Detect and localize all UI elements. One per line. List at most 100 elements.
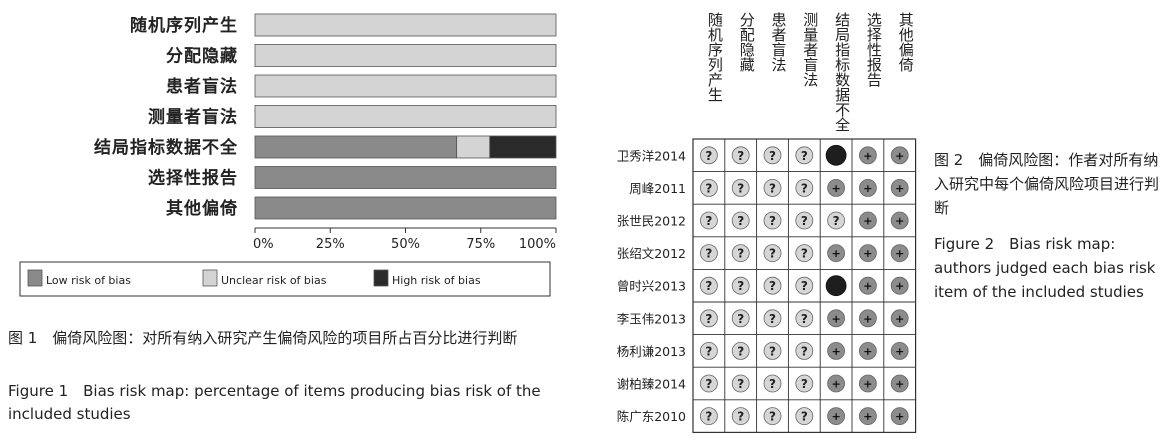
risk-marker-symbol: ?: [705, 410, 712, 424]
risk-marker-circle: [795, 407, 814, 426]
risk-marker-symbol: ?: [705, 149, 712, 163]
risk-marker-symbol: +: [863, 149, 872, 162]
study-label: 张世民2012: [617, 214, 686, 229]
risk-marker-symbol: +: [863, 312, 872, 325]
risk-marker-symbol: +: [863, 215, 872, 228]
risk-marker-circle: [700, 374, 718, 393]
risk-marker-symbol: +: [895, 215, 904, 228]
figure1-caption-english: Figure 1 Bias risk map: percentage of it…: [8, 382, 541, 423]
category-label: 随机序列产生: [130, 15, 238, 36]
column-header: 患者盲法: [770, 12, 788, 72]
risk-marker-circle: [763, 309, 782, 328]
risk-marker-circle: [731, 374, 750, 393]
legend-swatch: [202, 269, 218, 287]
risk-marker-circle: [890, 309, 909, 328]
risk-marker-symbol: +: [895, 345, 904, 358]
risk-marker-circle: [731, 276, 750, 295]
risk-marker-symbol: +: [895, 410, 904, 423]
column-header: 其他偏倚: [897, 12, 915, 72]
figure2-risk-table: 随机序列产生 分配隐藏 患者盲法 测量者盲法 结局指标数据不全 选择性报告 其他偏倚卫秀洋2…: [617, 12, 917, 433]
risk-marker-circle: [700, 211, 718, 230]
risk-marker-circle: [890, 276, 909, 295]
column-header: 分配隐藏: [738, 12, 756, 73]
risk-marker-symbol: +: [863, 247, 872, 260]
figure1-legend: Low risk of bias Unclear risk of bias High…: [19, 261, 551, 297]
risk-marker-circle: [827, 309, 845, 328]
risk-marker-symbol: ?: [769, 344, 776, 358]
risk-marker-symbol: +: [831, 378, 840, 391]
bar-segment: [254, 74, 557, 98]
risk-marker-circle: [700, 309, 718, 328]
risk-marker-symbol: +: [831, 182, 840, 195]
category-label: 分配隐藏: [166, 46, 238, 67]
risk-marker-circle: [890, 178, 909, 197]
risk-marker-symbol: ?: [769, 377, 776, 391]
risk-marker-circle: [859, 178, 877, 197]
risk-marker-circle: [731, 244, 750, 263]
bar-segment: [254, 44, 557, 67]
risk-marker-symbol: ?: [737, 181, 744, 195]
column-header: 随机序列产生: [706, 12, 724, 102]
risk-marker-circle: [795, 244, 814, 263]
risk-marker-circle: [700, 276, 718, 295]
risk-marker-circle: [795, 211, 814, 230]
risk-marker-circle: [795, 276, 814, 295]
risk-marker-circle: [859, 146, 877, 165]
x-tick-label: 25%: [316, 237, 345, 252]
risk-marker-circle: [859, 276, 877, 295]
legend-label: Low risk of bias: [46, 274, 131, 287]
risk-marker-symbol: ?: [833, 214, 840, 228]
risk-marker-symbol: +: [895, 247, 904, 260]
risk-marker-symbol: +: [863, 378, 872, 391]
risk-marker-circle: [825, 275, 847, 297]
risk-marker-circle: [763, 244, 782, 263]
risk-marker-circle: [763, 374, 782, 393]
risk-marker-symbol: ?: [801, 312, 808, 326]
risk-marker-circle: [827, 178, 845, 197]
risk-marker-symbol: ?: [769, 181, 776, 195]
risk-marker-symbol: ?: [769, 247, 776, 261]
risk-marker-symbol: ?: [705, 312, 712, 326]
risk-marker-symbol: ?: [737, 312, 744, 326]
risk-marker-circle: [890, 374, 909, 393]
risk-marker-circle: [890, 407, 909, 426]
risk-marker-symbol: ?: [705, 247, 712, 261]
risk-marker-circle: [731, 211, 750, 230]
study-label: 陈广东2010: [617, 409, 686, 424]
risk-marker-circle: [859, 407, 877, 426]
risk-marker-symbol: ?: [801, 377, 808, 391]
bar-segment: [456, 135, 491, 159]
figure2-caption-chinese: 图 2 偏倚风险图：作者对所有纳入研究中每个偏倚风险项目进行判断: [934, 151, 1160, 217]
study-label: 卫秀洋2014: [617, 148, 686, 163]
risk-marker-circle: [731, 309, 750, 328]
risk-marker-circle: [795, 178, 814, 197]
risk-marker-circle: [859, 211, 877, 230]
risk-marker-symbol: ?: [769, 149, 776, 163]
category-label: 结局指标数据不全: [94, 137, 238, 158]
study-label: 张绍文2012: [617, 246, 686, 261]
risk-marker-circle: [859, 244, 877, 263]
risk-marker-symbol: ?: [801, 344, 808, 358]
x-tick-label: 0%: [253, 237, 274, 252]
study-label: 曾时兴2013: [617, 279, 686, 294]
risk-marker-circle: [827, 244, 845, 263]
risk-marker-symbol: ?: [769, 410, 776, 424]
risk-marker-symbol: ?: [705, 377, 712, 391]
column-header: 结局指标数据不全: [833, 12, 851, 132]
risk-marker-circle: [763, 211, 782, 230]
x-tick-label: 100%: [519, 237, 556, 252]
category-label: 其他偏倚: [166, 198, 238, 219]
risk-marker-symbol: +: [863, 280, 872, 293]
risk-marker-circle: [763, 276, 782, 295]
risk-marker-circle: [700, 146, 718, 165]
risk-marker-symbol: ?: [705, 344, 712, 358]
study-label: 李玉伟2013: [617, 311, 686, 326]
risk-marker-circle: [890, 146, 909, 165]
risk-marker-circle: [859, 309, 877, 328]
column-header: 选择性报告: [865, 12, 883, 87]
risk-marker-circle: [795, 309, 814, 328]
risk-marker-circle: [827, 407, 845, 426]
risk-marker-symbol: ?: [705, 279, 712, 293]
risk-marker-symbol: ?: [801, 181, 808, 195]
risk-marker-circle: [859, 374, 877, 393]
